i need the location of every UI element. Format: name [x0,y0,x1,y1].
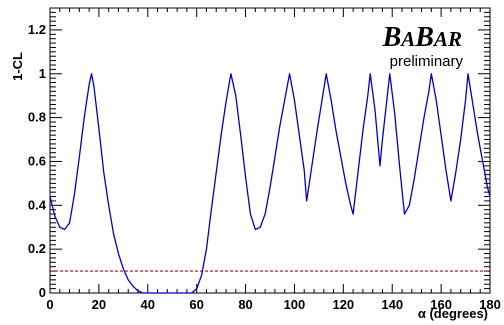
y-tick-label: 0.8 [28,110,46,125]
x-tick-label: 120 [332,297,354,312]
series-layer [49,73,491,294]
logo-b2: B [414,22,434,53]
cl-curve [49,73,491,294]
x-tick-label: 100 [284,297,306,312]
ticks-layer: 0 20 40 60 80 100 120 140 160 180 0 0.2 0.4 0.6 0.8 1 1.… [28,8,501,312]
x-tick-label: 0 [46,297,53,312]
x-tick-label: 140 [381,297,403,312]
logo-a1: A [399,27,415,51]
y-tick-label: 0 [39,285,46,300]
x-tick-label: 40 [141,297,155,312]
y-tick-label: 1 [39,66,46,81]
axes-layer [49,7,491,294]
y-tick-label: 0.2 [28,241,46,256]
x-tick-label: 160 [430,297,452,312]
x-tick-label: 80 [238,297,252,312]
x-tick-label: 60 [189,297,203,312]
y-tick-label: 0.4 [28,197,47,212]
x-axis-title: α (degrees) [418,306,488,321]
babar-logo: BABAR [382,22,462,53]
preliminary-label: preliminary [390,53,464,70]
y-tick-label: 0.6 [28,153,46,168]
logo-b1: B [382,22,402,53]
x-tick-label: 180 [479,297,501,312]
y-tick-label: 1.2 [28,22,46,37]
y-axis-title: 1-CL [10,52,25,81]
plot-frame [49,7,491,294]
x-tick-label: 20 [92,297,106,312]
logo-ar: AR [432,27,462,51]
